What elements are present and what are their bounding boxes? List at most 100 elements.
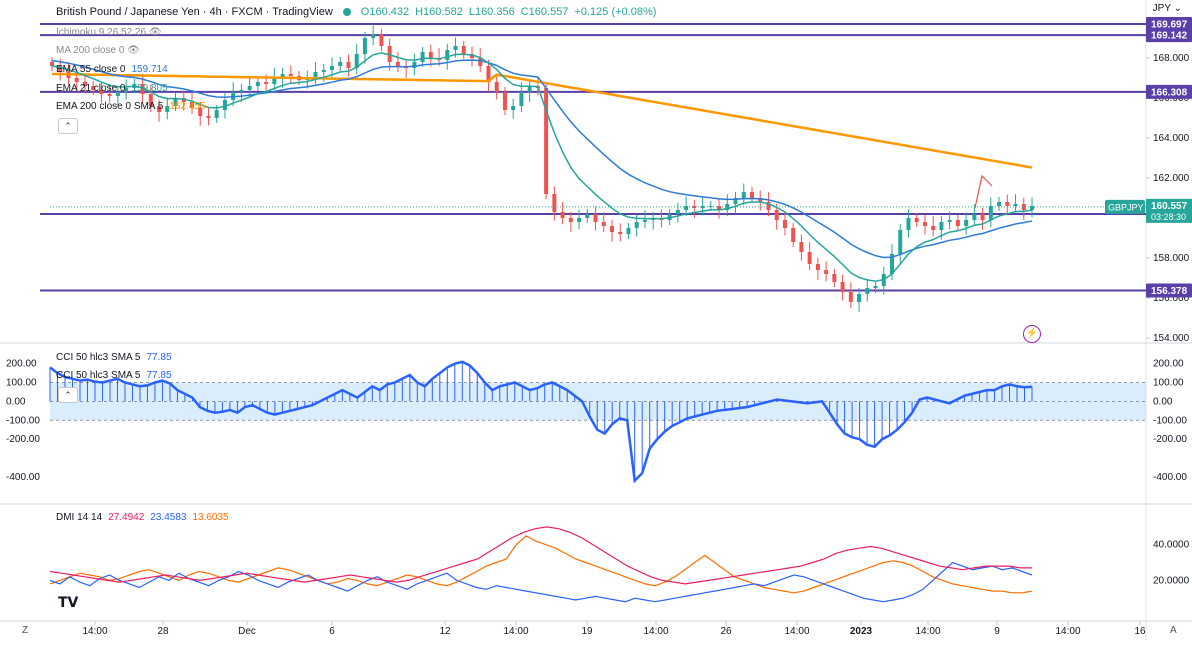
candle-body bbox=[997, 202, 1002, 206]
cci-tick-label-right: -100.00 bbox=[1153, 415, 1187, 426]
dmi-minus-line bbox=[49, 535, 1033, 594]
lightning-icon[interactable]: ⚡ bbox=[1023, 325, 1041, 343]
cci-tick-label-left: 100.00 bbox=[6, 378, 37, 389]
candle-body bbox=[222, 100, 227, 110]
legend-ma200[interactable]: MA 200 close 0 👁 bbox=[56, 45, 140, 56]
legend-ema55[interactable]: EMA 55 close 0 159.714 bbox=[56, 64, 168, 75]
candle-body bbox=[395, 62, 400, 66]
candle-body bbox=[544, 88, 549, 194]
candle-body bbox=[82, 82, 87, 86]
candle-body bbox=[412, 62, 417, 68]
candle-body bbox=[140, 84, 145, 94]
candle-body bbox=[206, 116, 211, 118]
legend-ema200[interactable]: EMA 200 close 0 SMA 5 162.455 bbox=[56, 101, 205, 112]
candle-body bbox=[898, 230, 903, 254]
candle-body bbox=[165, 106, 170, 112]
candle-body bbox=[190, 102, 194, 108]
legend-ema21[interactable]: EMA 21 close 0 159.805 bbox=[56, 83, 168, 94]
collapse-legend-button[interactable]: ⌃ bbox=[58, 118, 78, 134]
legend-ema21-label: EMA 21 close 0 bbox=[56, 83, 126, 94]
candle-body bbox=[799, 242, 804, 252]
legend-ichimoku[interactable]: Ichimoku 9 26 52 26 👁 bbox=[56, 27, 162, 38]
hide-eye-icon[interactable]: 👁 bbox=[127, 45, 140, 56]
cci-tick-label-right: 200.00 bbox=[1153, 359, 1184, 370]
candle-body bbox=[914, 218, 919, 222]
time-tick-label: 6 bbox=[329, 626, 335, 637]
candle-body bbox=[725, 204, 730, 210]
dmi-tick-label: 20.0000 bbox=[1153, 575, 1190, 586]
hide-eye-icon[interactable]: 👁 bbox=[148, 27, 162, 38]
time-tick-label: 26 bbox=[720, 626, 732, 637]
candle-body bbox=[774, 210, 779, 220]
candle-body bbox=[824, 270, 829, 274]
currency-selector[interactable]: JPY ⌄ bbox=[1152, 3, 1182, 14]
candle-body bbox=[124, 88, 129, 92]
candle-body bbox=[585, 214, 590, 218]
candle-body bbox=[865, 288, 870, 294]
candle-body bbox=[568, 218, 573, 222]
candle-body bbox=[115, 92, 120, 96]
candle-body bbox=[255, 82, 260, 86]
candle-body bbox=[552, 194, 557, 212]
candle-body bbox=[610, 226, 614, 232]
legend-dmi[interactable]: DMI 14 14 27.4942 23.4583 13.6035 bbox=[56, 512, 229, 523]
time-tick-label: 19 bbox=[581, 626, 593, 637]
candle-body bbox=[758, 198, 763, 202]
time-tick-label: Dec bbox=[238, 626, 256, 637]
level-price-label: 169.142 bbox=[1151, 31, 1188, 42]
candle-body bbox=[964, 220, 969, 226]
candle-body bbox=[494, 82, 499, 92]
dmi-plus-line bbox=[49, 561, 1033, 603]
time-tick-label: 14:00 bbox=[1055, 626, 1080, 637]
time-tick-label: 12 bbox=[439, 626, 451, 637]
time-tick-label: 9 bbox=[994, 626, 1000, 637]
ema21-line bbox=[51, 52, 1033, 282]
price-tick-label: 164.000 bbox=[1153, 133, 1190, 144]
symbol-tag-box bbox=[1105, 199, 1145, 214]
ema55-line bbox=[51, 59, 1033, 259]
candle-body bbox=[1005, 202, 1010, 206]
ohlc-change: +0.125 (+0.08%) bbox=[574, 6, 657, 18]
candle-body bbox=[807, 252, 812, 264]
candle-body bbox=[478, 58, 483, 66]
candle-body bbox=[346, 62, 351, 68]
candle-body bbox=[988, 206, 993, 220]
legend-cci-a-label: CCI 50 hlc3 SMA 5 bbox=[56, 352, 141, 363]
price-tick-label: 154.000 bbox=[1153, 333, 1190, 344]
legend-cci-b[interactable]: CCI 50 hlc3 SMA 5 77.85 bbox=[56, 370, 172, 381]
candle-body bbox=[330, 66, 334, 70]
time-tick-label: 14:00 bbox=[82, 626, 107, 637]
symbol-title[interactable]: British Pound / Japanese Yen · 4h · FXCM… bbox=[56, 6, 333, 18]
candle-body bbox=[947, 220, 952, 222]
level-price-label: 166.308 bbox=[1151, 87, 1188, 98]
candle-body bbox=[58, 66, 63, 72]
zoom-left-icon[interactable]: Z bbox=[22, 625, 29, 636]
level-price-label: 169.697 bbox=[1151, 20, 1188, 31]
candle-body bbox=[148, 94, 153, 106]
legend-dmi-v3: 13.6035 bbox=[192, 512, 229, 523]
candle-body bbox=[354, 54, 359, 68]
time-tick-label: 14:00 bbox=[503, 626, 528, 637]
candle-body bbox=[642, 220, 647, 222]
legend-ema55-label: EMA 55 close 0 bbox=[56, 64, 126, 75]
last-price-box bbox=[1146, 198, 1192, 223]
candle-body bbox=[906, 218, 911, 230]
tradingview-logo[interactable]: 𝗧𝗩 bbox=[58, 595, 79, 611]
time-tick-label: 14:00 bbox=[915, 626, 940, 637]
legend-cci-a[interactable]: CCI 50 hlc3 SMA 5 77.85 bbox=[56, 352, 172, 363]
legend-ema200-value: 162.455 bbox=[169, 101, 206, 112]
auto-scale-icon[interactable]: A bbox=[1170, 625, 1177, 636]
level-price-tag bbox=[1146, 283, 1192, 298]
candle-body bbox=[1021, 204, 1026, 210]
candle-body bbox=[428, 52, 433, 58]
candle-body bbox=[272, 78, 277, 84]
candle-body bbox=[99, 90, 104, 94]
price-tick-label: 156.000 bbox=[1153, 293, 1190, 304]
candle-body bbox=[379, 34, 384, 46]
collapse-cci-legend-button[interactable]: ⌃ bbox=[58, 387, 78, 403]
legend-ema55-value: 159.714 bbox=[131, 64, 168, 75]
candle-body bbox=[502, 92, 507, 110]
last-price-label: 160.557 bbox=[1151, 201, 1188, 212]
legend-ichimoku-label: Ichimoku 9 26 52 26 bbox=[56, 27, 147, 38]
